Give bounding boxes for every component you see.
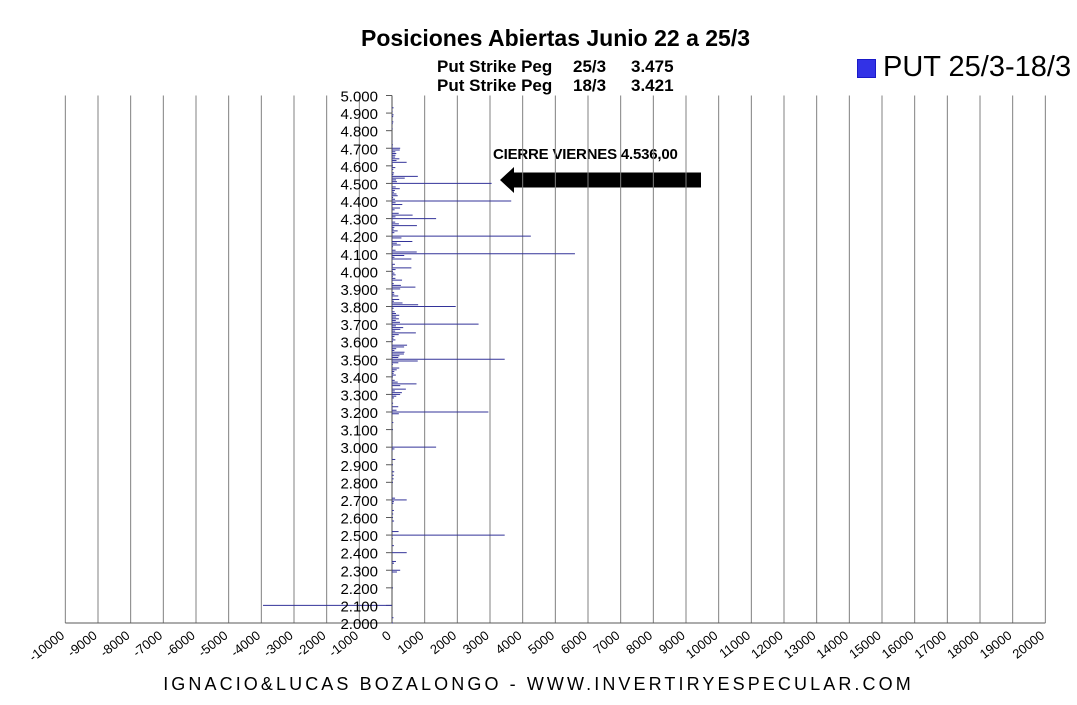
svg-text:3.600: 3.600 (340, 335, 378, 352)
svg-text:4.000: 4.000 (340, 264, 378, 281)
svg-text:4.200: 4.200 (340, 229, 378, 246)
svg-text:2.300: 2.300 (340, 563, 378, 580)
svg-text:3.300: 3.300 (340, 387, 378, 404)
svg-text:2000: 2000 (427, 628, 459, 658)
svg-text:-6000: -6000 (162, 628, 197, 660)
svg-text:-8000: -8000 (97, 628, 132, 660)
svg-text:2.200: 2.200 (340, 581, 378, 598)
svg-text:2.700: 2.700 (340, 493, 378, 510)
svg-text:-9000: -9000 (64, 628, 99, 660)
svg-text:3.800: 3.800 (340, 300, 378, 317)
svg-text:3.900: 3.900 (340, 282, 378, 299)
svg-text:3.400: 3.400 (340, 370, 378, 387)
svg-text:-7000: -7000 (130, 628, 165, 660)
svg-text:13000: 13000 (781, 628, 819, 662)
svg-text:2.800: 2.800 (340, 475, 378, 492)
svg-text:6000: 6000 (558, 628, 590, 658)
svg-text:4.300: 4.300 (340, 212, 378, 229)
svg-text:9000: 9000 (656, 628, 688, 658)
svg-text:2.900: 2.900 (340, 458, 378, 475)
svg-text:-2000: -2000 (293, 628, 328, 660)
svg-text:10000: 10000 (683, 628, 721, 662)
svg-text:19000: 19000 (977, 628, 1015, 662)
svg-text:2.100: 2.100 (340, 598, 378, 615)
svg-text:14000: 14000 (813, 628, 851, 662)
svg-text:15000: 15000 (846, 628, 884, 662)
svg-text:4.400: 4.400 (340, 194, 378, 211)
svg-text:1000: 1000 (394, 628, 426, 658)
svg-text:16000: 16000 (879, 628, 917, 662)
svg-text:-5000: -5000 (195, 628, 230, 660)
svg-text:3.700: 3.700 (340, 317, 378, 334)
svg-text:5000: 5000 (525, 628, 557, 658)
svg-text:4.500: 4.500 (340, 176, 378, 193)
svg-text:-4000: -4000 (228, 628, 263, 660)
svg-text:20000: 20000 (1009, 628, 1047, 662)
svg-text:2.000: 2.000 (340, 616, 378, 633)
svg-text:4.600: 4.600 (340, 159, 378, 176)
svg-text:2.400: 2.400 (340, 546, 378, 563)
svg-text:-10000: -10000 (26, 628, 67, 665)
svg-text:4.900: 4.900 (340, 106, 378, 123)
svg-text:3.200: 3.200 (340, 405, 378, 422)
svg-text:11000: 11000 (716, 628, 753, 661)
svg-text:-3000: -3000 (260, 628, 295, 660)
svg-text:7000: 7000 (590, 628, 622, 658)
svg-text:17000: 17000 (911, 628, 949, 662)
svg-text:3.100: 3.100 (340, 423, 378, 440)
svg-text:2.600: 2.600 (340, 511, 378, 528)
svg-text:4.700: 4.700 (340, 141, 378, 158)
svg-text:3.000: 3.000 (340, 440, 378, 457)
svg-text:5.000: 5.000 (340, 89, 378, 106)
svg-text:3.500: 3.500 (340, 352, 378, 369)
svg-text:8000: 8000 (623, 628, 655, 658)
svg-text:4.800: 4.800 (340, 124, 378, 141)
svg-text:4.100: 4.100 (340, 247, 378, 264)
svg-text:12000: 12000 (748, 628, 786, 662)
svg-text:0: 0 (379, 628, 394, 644)
svg-text:4000: 4000 (492, 628, 524, 658)
svg-text:2.500: 2.500 (340, 528, 378, 545)
svg-text:18000: 18000 (944, 628, 982, 662)
svg-text:3000: 3000 (460, 628, 492, 658)
